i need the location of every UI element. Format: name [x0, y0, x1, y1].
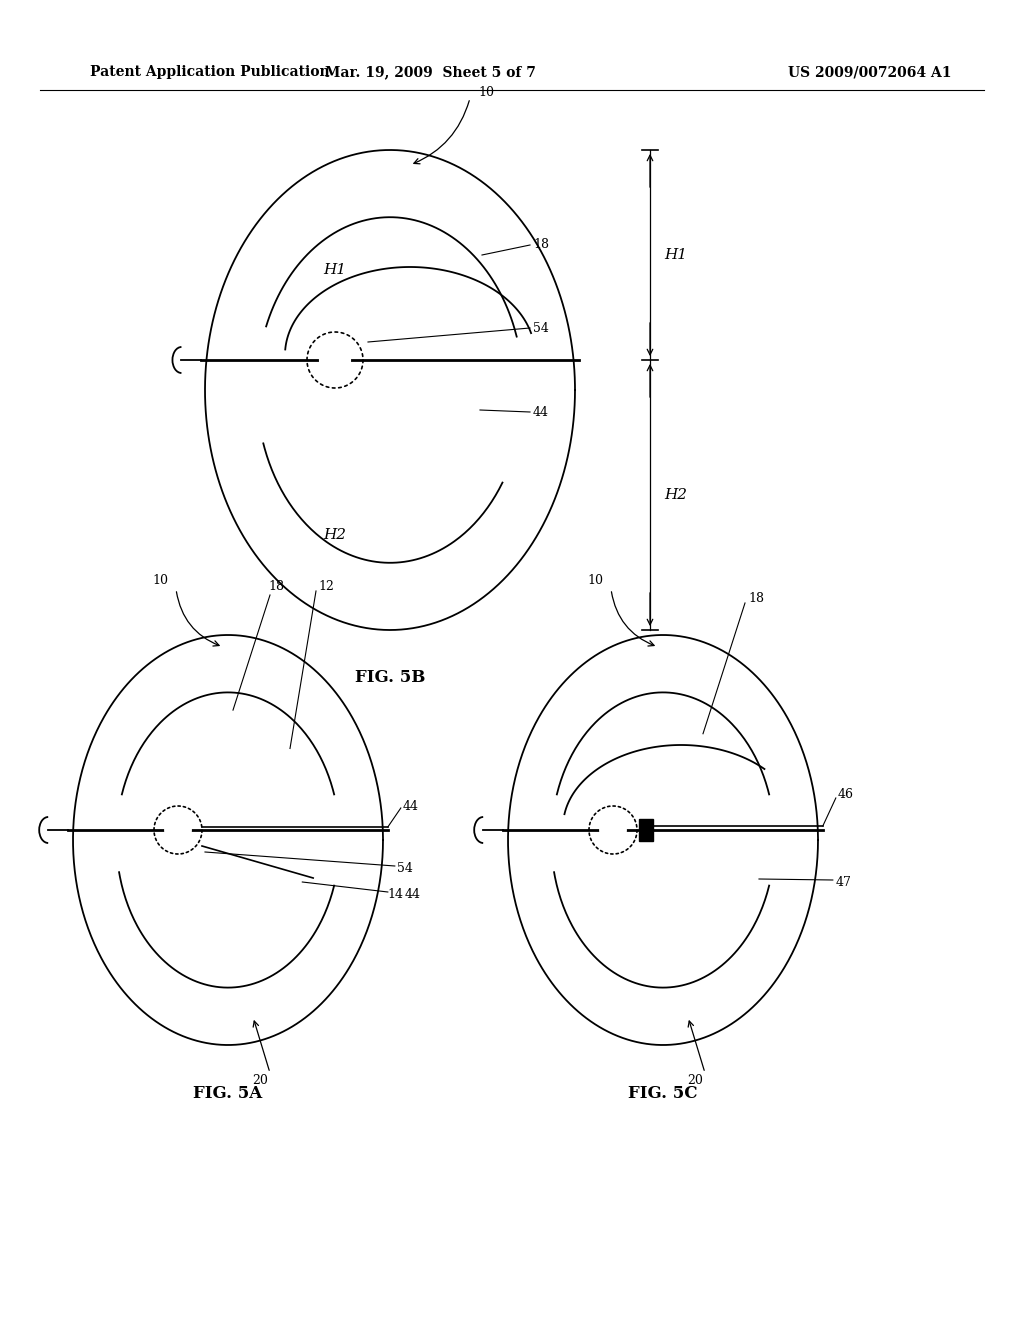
Circle shape — [165, 817, 191, 843]
Text: FIG. 5C: FIG. 5C — [629, 1085, 697, 1101]
Text: 10: 10 — [152, 574, 168, 587]
Text: H1: H1 — [664, 248, 687, 261]
Text: 44: 44 — [402, 800, 419, 813]
Text: 44: 44 — [534, 405, 549, 418]
Circle shape — [600, 817, 627, 843]
Text: 20: 20 — [687, 1074, 702, 1088]
Text: 54: 54 — [534, 322, 549, 334]
Text: 54: 54 — [397, 862, 413, 874]
Text: FIG. 5B: FIG. 5B — [354, 669, 425, 686]
Text: 18: 18 — [534, 239, 549, 252]
Bar — [639, 818, 653, 841]
Text: 10: 10 — [478, 86, 494, 99]
Circle shape — [319, 345, 350, 375]
Text: 47: 47 — [836, 875, 852, 888]
Text: 14: 14 — [388, 888, 403, 902]
Text: 18: 18 — [748, 593, 764, 606]
Text: H1: H1 — [324, 263, 346, 277]
Text: 12: 12 — [318, 581, 334, 594]
Text: 46: 46 — [838, 788, 854, 800]
Text: H2: H2 — [324, 528, 346, 543]
Text: US 2009/0072064 A1: US 2009/0072064 A1 — [788, 65, 951, 79]
Text: 20: 20 — [252, 1074, 268, 1088]
Text: H2: H2 — [664, 488, 687, 502]
Text: Mar. 19, 2009  Sheet 5 of 7: Mar. 19, 2009 Sheet 5 of 7 — [325, 65, 536, 79]
Text: 10: 10 — [587, 574, 603, 587]
Text: FIG. 5A: FIG. 5A — [194, 1085, 262, 1101]
Text: 18: 18 — [268, 581, 284, 594]
Text: Patent Application Publication: Patent Application Publication — [90, 65, 330, 79]
Text: 44: 44 — [404, 888, 421, 902]
